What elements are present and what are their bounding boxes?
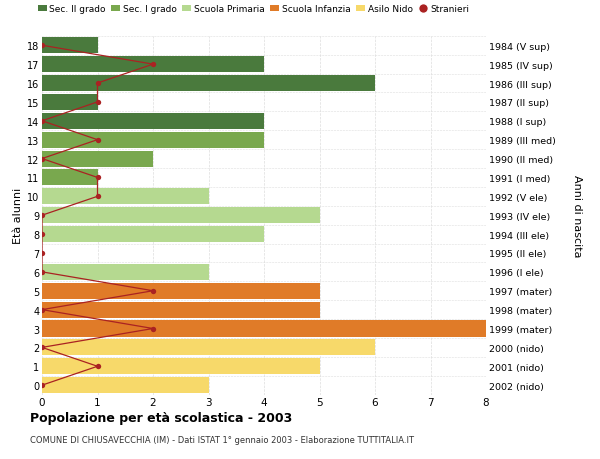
Bar bbox=[42, 321, 486, 337]
Text: Popolazione per età scolastica - 2003: Popolazione per età scolastica - 2003 bbox=[30, 411, 292, 424]
Text: COMUNE DI CHIUSAVECCHIA (IM) - Dati ISTAT 1° gennaio 2003 - Elaborazione TUTTITA: COMUNE DI CHIUSAVECCHIA (IM) - Dati ISTA… bbox=[30, 435, 414, 444]
Bar bbox=[42, 57, 264, 73]
Point bbox=[37, 212, 47, 219]
Bar bbox=[42, 264, 209, 280]
Bar bbox=[42, 76, 375, 92]
Bar bbox=[42, 340, 375, 356]
Point bbox=[37, 344, 47, 351]
Point bbox=[93, 80, 103, 88]
Point bbox=[93, 99, 103, 106]
Point bbox=[148, 287, 158, 295]
Bar bbox=[42, 132, 264, 148]
Point bbox=[93, 174, 103, 182]
Bar bbox=[42, 283, 320, 299]
Bar bbox=[42, 377, 209, 393]
Bar bbox=[42, 358, 320, 375]
Bar bbox=[42, 170, 98, 186]
Point bbox=[37, 118, 47, 125]
Bar bbox=[42, 227, 264, 242]
Y-axis label: Età alunni: Età alunni bbox=[13, 188, 23, 244]
Bar bbox=[42, 189, 209, 205]
Point bbox=[93, 193, 103, 201]
Point bbox=[37, 250, 47, 257]
Point bbox=[37, 43, 47, 50]
Bar bbox=[42, 38, 98, 54]
Point bbox=[37, 269, 47, 276]
Point bbox=[148, 325, 158, 332]
Point bbox=[93, 137, 103, 144]
Point bbox=[37, 156, 47, 163]
Point bbox=[37, 381, 47, 389]
Point bbox=[93, 363, 103, 370]
Bar bbox=[42, 151, 153, 167]
Bar bbox=[42, 302, 320, 318]
Point bbox=[37, 231, 47, 238]
Point bbox=[148, 62, 158, 69]
Y-axis label: Anni di nascita: Anni di nascita bbox=[572, 174, 583, 257]
Legend: Sec. II grado, Sec. I grado, Scuola Primaria, Scuola Infanzia, Asilo Nido, Stran: Sec. II grado, Sec. I grado, Scuola Prim… bbox=[38, 6, 469, 14]
Bar bbox=[42, 208, 320, 224]
Bar bbox=[42, 113, 264, 129]
Point bbox=[37, 306, 47, 313]
Bar bbox=[42, 95, 98, 111]
